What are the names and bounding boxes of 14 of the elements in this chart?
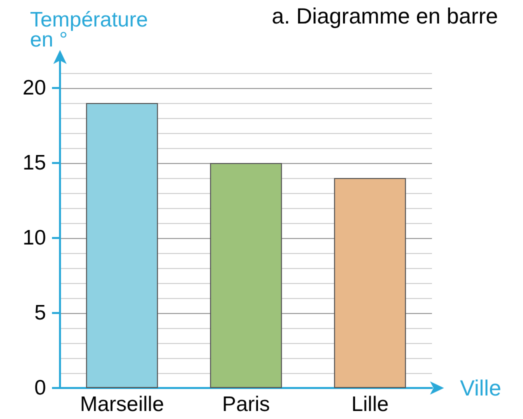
bar xyxy=(334,178,406,388)
x-tick-label: Marseille xyxy=(80,393,164,416)
y-tick-label: 5 xyxy=(34,302,46,324)
y-tick-label: 15 xyxy=(22,152,46,174)
x-tick-label: Paris xyxy=(222,393,270,416)
y-tick-label: 10 xyxy=(22,226,46,250)
chart-title: a. Diagramme en barre xyxy=(272,4,498,28)
y-tick-label: 20 xyxy=(22,76,46,100)
bar xyxy=(86,103,158,388)
x-axis-title: Ville xyxy=(460,376,502,400)
y-axis-title: Température en ° xyxy=(30,8,148,52)
bar xyxy=(210,163,282,388)
x-tick-label: Lille xyxy=(351,393,389,416)
y-tick-label: 0 xyxy=(34,376,46,400)
